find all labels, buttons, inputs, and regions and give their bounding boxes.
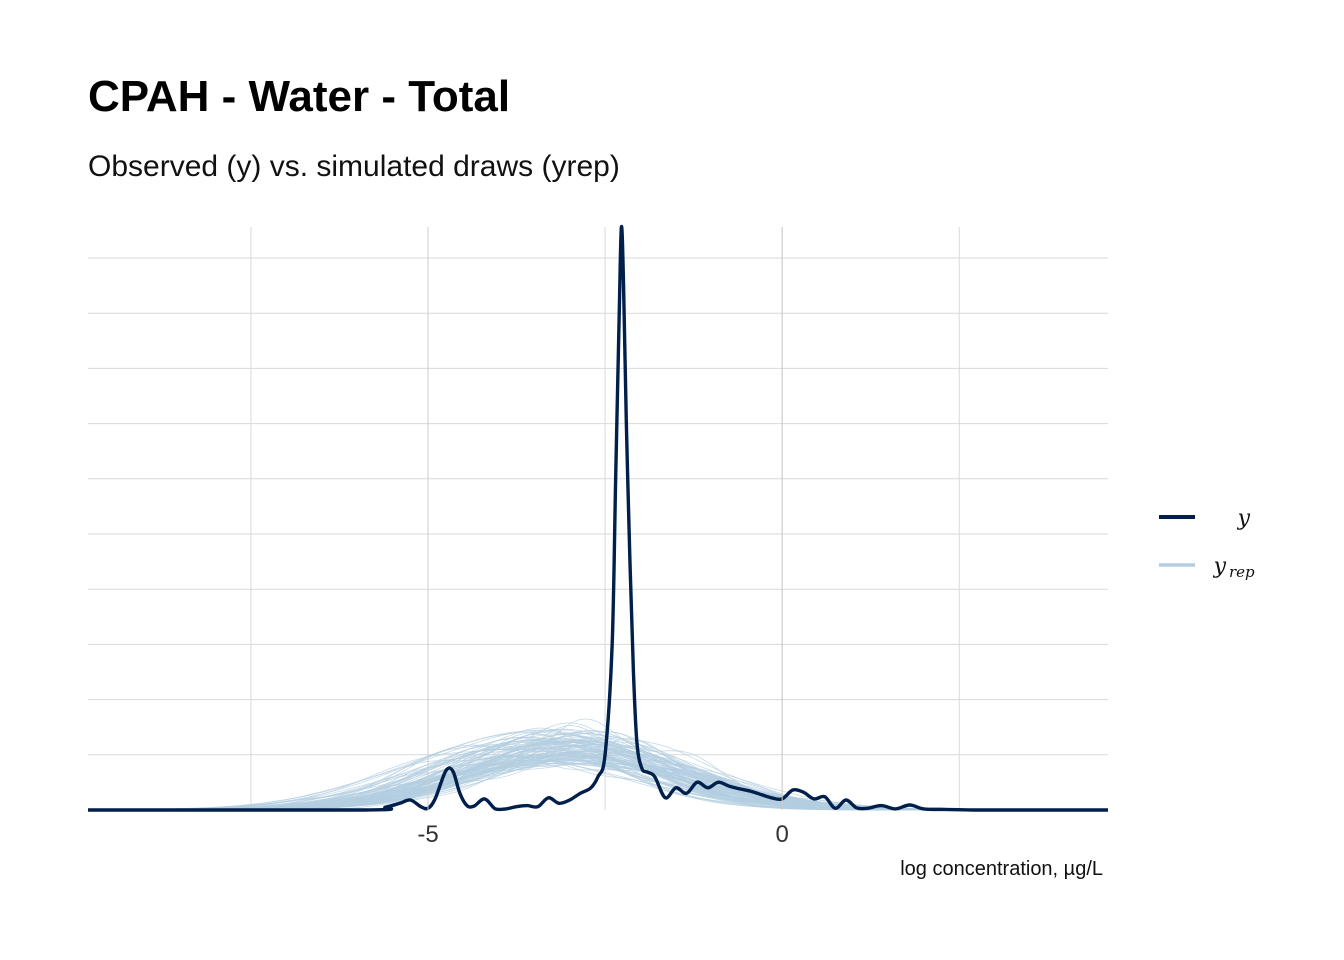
x-axis: -5 0	[417, 227, 789, 848]
yrep-draw-line	[88, 759, 1108, 811]
yrep-draw-line	[88, 759, 1108, 811]
legend-sublabel-yrep: rep	[1229, 563, 1255, 581]
yrep-draw-line	[88, 755, 1108, 811]
legend: yy rep	[1159, 506, 1255, 581]
yrep-draw-line	[88, 762, 1108, 811]
chart-subtitle: Observed (y) vs. simulated draws (yrep)	[88, 150, 620, 183]
legend-label-y: y	[1237, 506, 1251, 531]
yrep-draw-line	[88, 760, 1108, 811]
yrep-draw-line	[88, 755, 1108, 811]
x-tick-label: -5	[417, 821, 438, 848]
chart-title: CPAH - Water - Total	[88, 72, 511, 121]
yrep-draw-line	[88, 759, 1108, 811]
y-series	[88, 224, 1108, 812]
x-axis-label: log concentration, µg/L	[900, 858, 1103, 880]
yrep-draw-line	[88, 760, 1108, 811]
legend-label-yrep: y	[1213, 554, 1227, 579]
yrep-series	[87, 718, 1108, 811]
yrep-draw-line	[88, 759, 1108, 811]
yrep-draw-line	[88, 761, 1108, 811]
yrep-draw-line	[88, 760, 1108, 811]
yrep-draw-line	[88, 760, 1108, 811]
grid-lines	[88, 227, 1108, 810]
y-observed-line	[88, 224, 1108, 812]
x-tick-label: 0	[775, 821, 788, 848]
